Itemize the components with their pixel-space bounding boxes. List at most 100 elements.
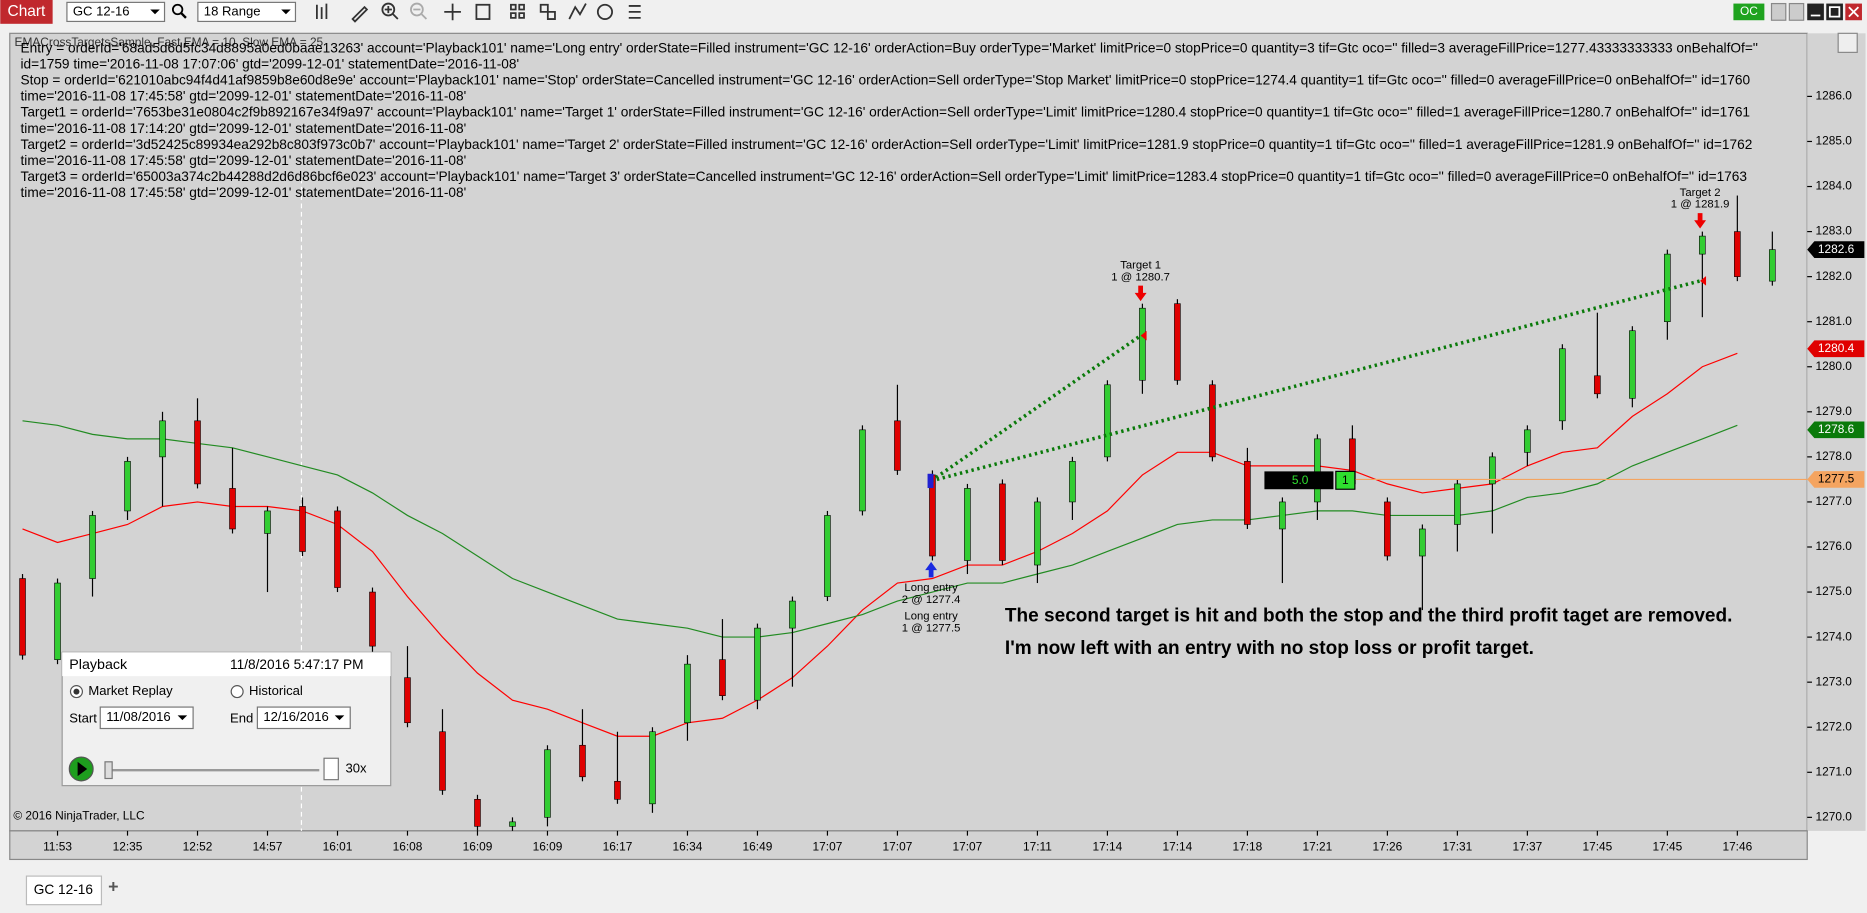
- app-label: Chart: [8, 3, 47, 20]
- candle-body: [894, 420, 901, 471]
- y-tick-label: 1285.0: [1816, 134, 1853, 148]
- candle-body: [1034, 501, 1041, 566]
- y-tick-label: 1284.0: [1816, 179, 1853, 193]
- instrument-value: GC 12-16: [73, 3, 130, 18]
- candle-body: [754, 627, 761, 701]
- radio[interactable]: [230, 685, 244, 699]
- add-tab[interactable]: +: [108, 877, 118, 897]
- slider-thumb[interactable]: [104, 761, 113, 780]
- candle-body: [1069, 461, 1076, 503]
- x-tick-label: 17:07: [883, 840, 913, 854]
- x-tick-label: 17:14: [1163, 840, 1193, 854]
- candle-body: [1629, 330, 1636, 399]
- order-line: Target3 = orderId='65003a374c2b44288d2d6…: [21, 169, 1748, 184]
- position-pnl: 5.0: [1292, 473, 1309, 487]
- candle-body: [404, 677, 411, 724]
- y-tick-label: 1282.0: [1816, 269, 1853, 283]
- candle-body: [1489, 456, 1496, 485]
- instrument-select[interactable]: [66, 1, 166, 23]
- window-controls[interactable]: [1770, 2, 1862, 21]
- ema-line: [22, 352, 1738, 737]
- start-value: 11/08/2016: [106, 709, 170, 724]
- target-label: Target 1: [1120, 259, 1161, 271]
- radio-label: Market Replay: [88, 683, 173, 698]
- y-tick-label: 1283.0: [1816, 224, 1853, 238]
- candle-body: [159, 420, 166, 458]
- toolbar-icons[interactable]: [316, 2, 641, 23]
- order-line: time='2016-11-08 17:45:58' gtd='2099-12-…: [21, 185, 467, 200]
- x-tick-label: 17:07: [813, 840, 843, 854]
- target-fill: 1 @ 1280.7: [1111, 271, 1170, 283]
- price-marker: [1807, 421, 1865, 439]
- entry-marker: [927, 473, 934, 489]
- end-date[interactable]: [256, 706, 351, 730]
- x-tick-label: 16:09: [533, 840, 563, 854]
- speed-spinner[interactable]: [323, 757, 339, 781]
- toolbar: [0, 0, 1867, 24]
- position-pnl-box: [1264, 471, 1334, 490]
- properties-button[interactable]: [1837, 32, 1858, 53]
- oc-button[interactable]: [1733, 3, 1765, 21]
- candle-body: [1559, 348, 1566, 422]
- playback-title: Playback: [69, 657, 128, 673]
- candle-body: [1104, 384, 1111, 458]
- x-tick-label: 17:37: [1512, 840, 1542, 854]
- candle-body: [999, 483, 1006, 561]
- position-qty-box[interactable]: [1335, 470, 1356, 490]
- candle-body: [509, 821, 516, 827]
- candle-body: [1524, 429, 1531, 453]
- period-value: 18 Range: [204, 3, 261, 18]
- candle-body: [1244, 461, 1251, 525]
- candle-body: [789, 600, 796, 629]
- period-select[interactable]: [197, 1, 297, 23]
- start-label: Start: [69, 710, 97, 725]
- tab[interactable]: [25, 875, 103, 906]
- candle-body: [1279, 501, 1286, 530]
- candle-body: [719, 659, 726, 696]
- target-fill: 1 @ 1281.9: [1671, 199, 1730, 211]
- radio-label: Historical: [249, 683, 303, 698]
- x-tick-label: 16:17: [603, 840, 633, 854]
- price-marker: [1807, 340, 1865, 358]
- candle-body: [1314, 438, 1321, 503]
- candle-body: [334, 510, 341, 588]
- play-icon: [77, 761, 88, 777]
- entry-label: Long entry: [904, 582, 958, 594]
- candle-body: [264, 510, 271, 534]
- price-marker: [1807, 241, 1865, 258]
- x-tick-label: 16:49: [743, 840, 773, 854]
- y-tick-label: 1274.0: [1816, 629, 1853, 643]
- end-value: 12/16/2016: [263, 709, 328, 724]
- search-icon[interactable]: [171, 3, 184, 16]
- order-log: Entry = orderId='68ad5d6d5fc34d8895a0ed0…: [21, 40, 1759, 200]
- candle-body: [1174, 303, 1181, 381]
- position-qty: 1: [1342, 473, 1349, 487]
- start-date[interactable]: [99, 706, 194, 730]
- ema-line: [22, 420, 1738, 638]
- x-tick-label: 17:46: [1722, 840, 1752, 854]
- order-line: time='2016-11-08 17:45:58' gtd='2099-12-…: [21, 89, 467, 104]
- entry-fill: 2 @ 1277.4: [902, 594, 961, 606]
- end-label: End: [230, 710, 253, 725]
- x-tick-label: 16:08: [393, 840, 423, 854]
- dropdown-arrow: [177, 715, 188, 721]
- target-arrow: [1694, 213, 1707, 229]
- price-marker-label: 1277.5: [1818, 472, 1855, 486]
- search-handle: [180, 12, 187, 19]
- tab-label: GC 12-16: [34, 882, 93, 897]
- y-tick-label: 1270.0: [1816, 809, 1853, 823]
- price-marker: [1807, 471, 1865, 488]
- y-tick-label: 1280.0: [1816, 359, 1853, 373]
- order-line: Target2 = orderId='3d52425c89934ea292b8c…: [21, 137, 1753, 152]
- order-line: id=1759 time='2016-11-08 17:07:06' gtd='…: [21, 56, 520, 71]
- y-tick-label: 1273.0: [1816, 674, 1853, 688]
- playback-time: 11/8/2016 5:47:17 PM: [230, 657, 364, 672]
- order-line: time='2016-11-08 17:45:58' gtd='2099-12-…: [21, 153, 467, 168]
- x-tick-label: 17:45: [1652, 840, 1682, 854]
- x-tick-label: 17:07: [953, 840, 983, 854]
- candle-body: [194, 420, 201, 485]
- candle-body: [579, 744, 586, 778]
- dropdown-arrow: [281, 9, 291, 15]
